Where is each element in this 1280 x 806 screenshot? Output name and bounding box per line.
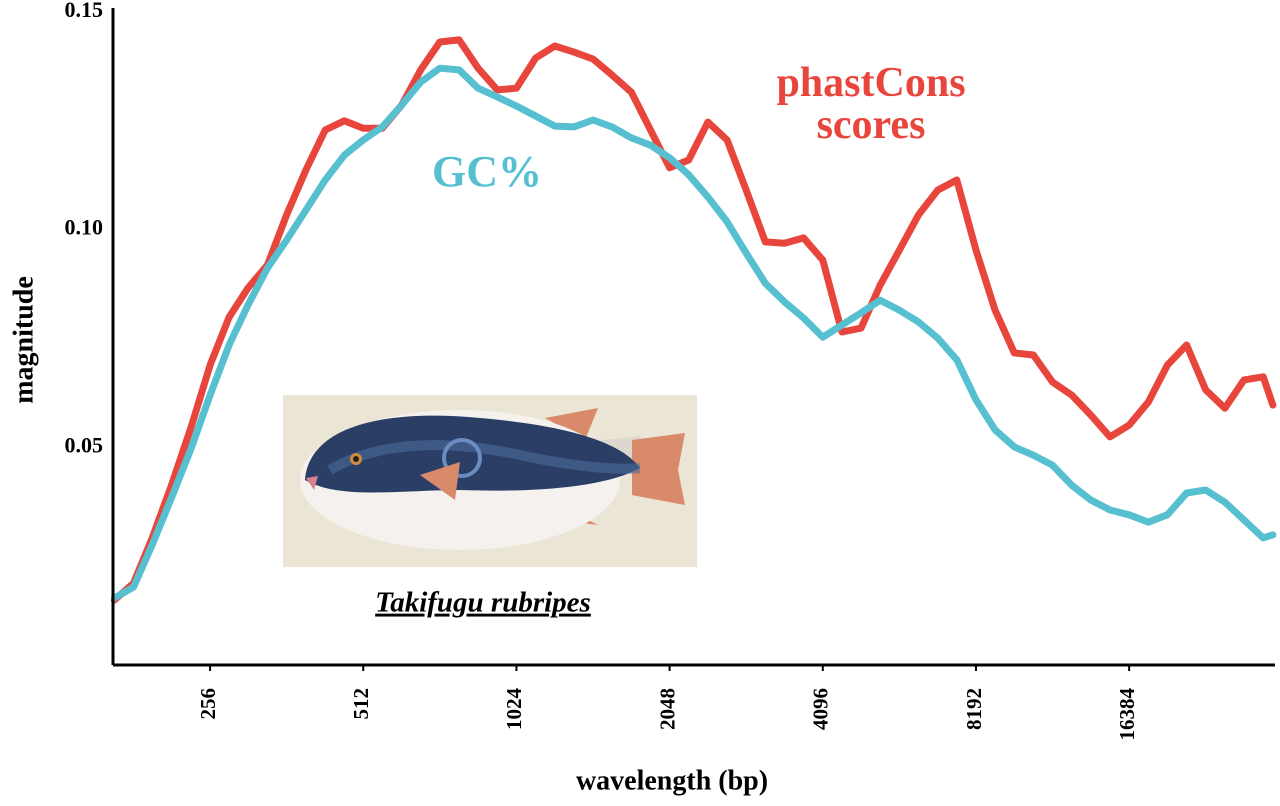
x-tick-label: 4096 [809,688,833,730]
x-tick-label: 512 [349,688,373,720]
series-line [110,36,1277,604]
x-tick-label: 8192 [962,688,986,730]
fish-image [283,395,697,567]
y-axis-label: magnitude [8,276,39,404]
x-axis-label: wavelength (bp) [576,765,768,796]
x-tick-label: 16384 [1115,688,1139,741]
series-line [110,64,1277,602]
y-tick-label: 0.10 [65,215,104,240]
lines [110,36,1277,604]
x-tick-label: 2048 [655,688,679,730]
x-tick-label: 1024 [502,688,526,731]
axes: 0.05 0.10 0.15 256 512 1024 2048 4096 8192 16384 [65,0,1275,741]
series-label-wrap: phastCons scores [776,62,966,148]
series-label: phastCons scores [776,62,966,148]
image-caption: Takifugu rubripes [375,587,591,619]
y-tick-label: 0.15 [65,0,104,22]
series-label: GC% [432,150,542,196]
label-box [752,60,990,152]
x-tick-label: 256 [196,688,220,720]
caption-box [323,583,642,627]
y-tick-label: 0.05 [65,432,104,457]
label-box [418,148,556,206]
series-label-wrap: GC% [432,150,542,196]
